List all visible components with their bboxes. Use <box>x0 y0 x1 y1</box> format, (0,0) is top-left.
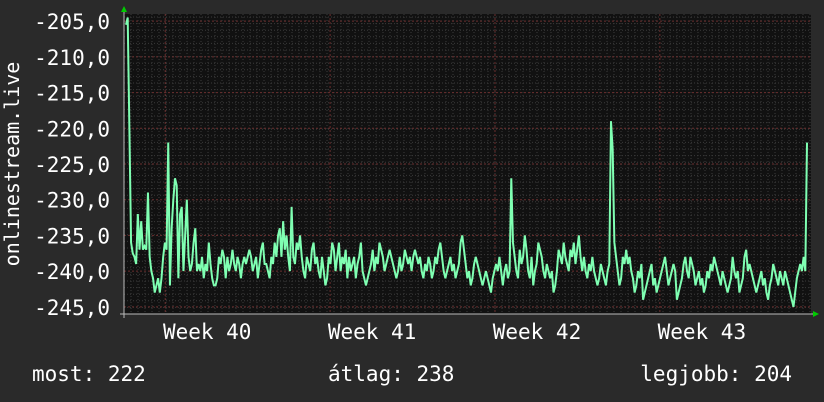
x-tick-label: Week 40 <box>163 320 252 344</box>
y-tick-label: -245,0 <box>34 296 110 320</box>
x-axis-arrow-icon <box>813 311 819 317</box>
series-line <box>125 17 808 308</box>
x-tick-label: Week 43 <box>658 320 747 344</box>
y-tick-label: -240,0 <box>34 260 110 284</box>
y-tick-label: -210,0 <box>34 46 110 70</box>
y-tick-label: -230,0 <box>34 189 110 213</box>
stat-average: átlag: 238 <box>328 362 455 386</box>
y-tick-label: -205,0 <box>34 10 110 34</box>
axes <box>120 6 819 318</box>
y-axis-arrow-icon <box>121 6 127 12</box>
stat-current: most: 222 <box>32 362 146 386</box>
y-tick-label: -215,0 <box>34 82 110 106</box>
y-tick-label: -235,0 <box>34 224 110 248</box>
y-axis: -205,0 -210,0 -215,0 -220,0 -225,0 -230,0 -235… <box>34 10 110 320</box>
grid <box>124 14 811 315</box>
x-tick-label: Week 42 <box>493 320 582 344</box>
x-tick-label: Week 41 <box>328 320 417 344</box>
y-axis-label: onlinestream.live <box>0 62 24 267</box>
y-tick-label: -225,0 <box>34 153 110 177</box>
stat-best: legjobb: 204 <box>640 362 792 386</box>
y-tick-label: -220,0 <box>34 117 110 141</box>
x-axis: Week 40 Week 41 Week 42 Week 43 <box>163 320 746 344</box>
